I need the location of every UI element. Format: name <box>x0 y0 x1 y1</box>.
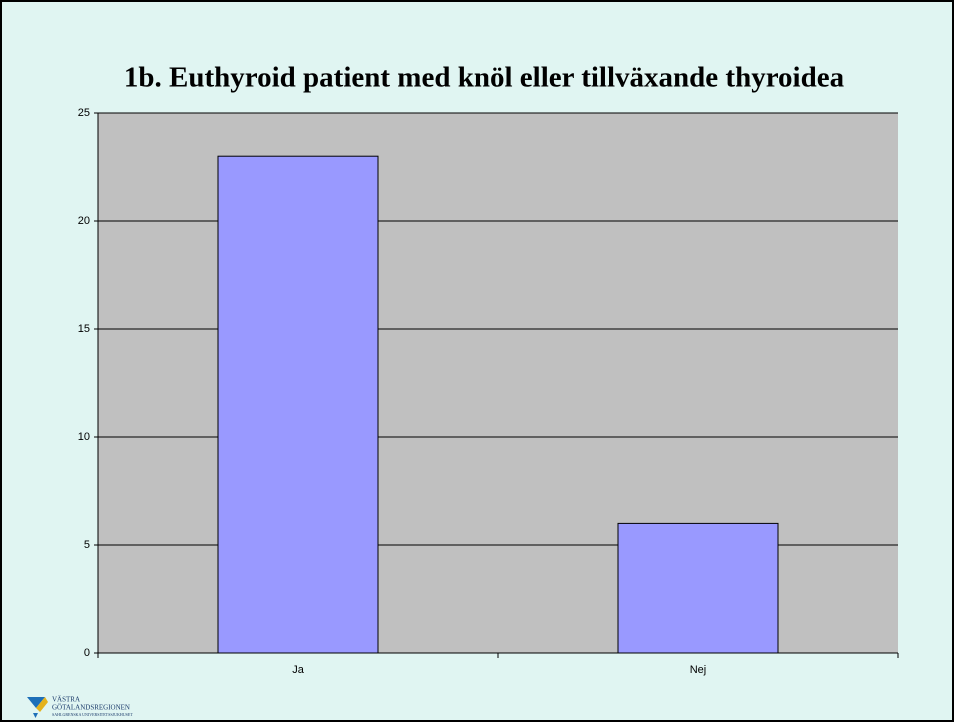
y-tick-label: 25 <box>78 107 90 119</box>
logo-mark-small <box>33 713 38 718</box>
x-tick-label: Nej <box>690 664 707 676</box>
logo-text: VÄSTRA <box>52 696 80 704</box>
logo: VÄSTRA GÖTALANDSREGIONEN SAHLGRENSKA UNI… <box>27 696 133 718</box>
y-tick-label: 0 <box>84 647 90 659</box>
logo-text: GÖTALANDSREGIONEN <box>52 704 130 712</box>
y-tick-label: 15 <box>78 323 90 335</box>
chart-title: 1b. Euthyroid patient med knöl eller til… <box>124 62 845 94</box>
logo-mark <box>27 697 45 708</box>
logo-mark-accent <box>36 697 48 712</box>
bar <box>617 522 779 654</box>
y-tick-label: 10 <box>78 431 90 443</box>
y-tick-label: 5 <box>84 539 90 551</box>
y-tick-label: 20 <box>78 215 90 227</box>
x-tick-label: Ja <box>292 664 305 676</box>
bar <box>217 155 379 654</box>
logo-text: SAHLGRENSKA UNIVERSITETSSJUKHUSET <box>52 712 133 717</box>
